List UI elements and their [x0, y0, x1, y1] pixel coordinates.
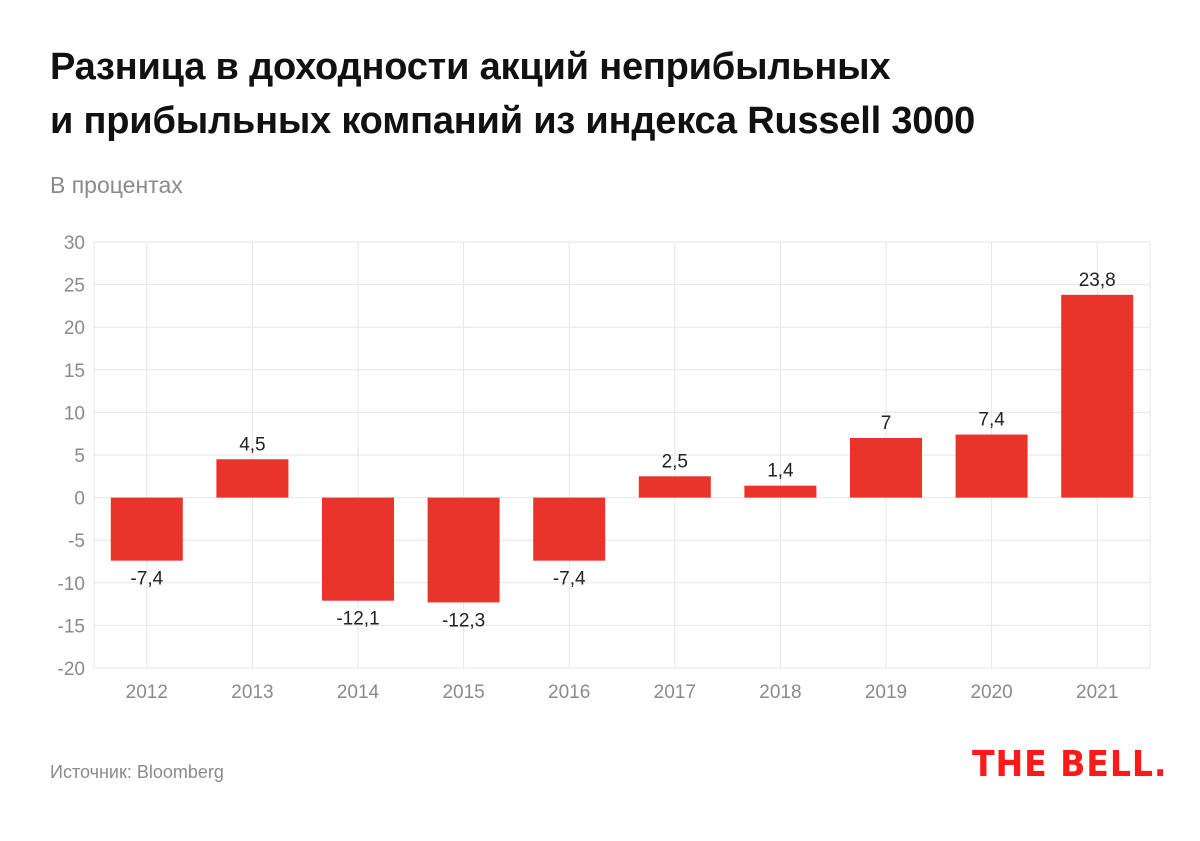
data-label-2013: 4,5 — [239, 434, 265, 455]
title-line-1: Разница в доходности акций неприбыльных — [50, 46, 891, 88]
data-label-2016: -7,4 — [553, 569, 586, 590]
y-tick-label: -10 — [58, 574, 85, 595]
data-label-2012: -7,4 — [130, 569, 163, 590]
bar-2018 — [744, 485, 817, 498]
x-tick-label: 2017 — [654, 682, 696, 703]
chart-title: Разница в доходности акций неприбыльных … — [50, 40, 975, 148]
bar-2013 — [216, 459, 289, 498]
x-tick-label: 2012 — [126, 682, 168, 703]
y-tick-label: 20 — [64, 318, 85, 339]
x-tick-label: 2021 — [1076, 682, 1118, 703]
bar-2021 — [1061, 294, 1134, 498]
bar-2020 — [955, 434, 1028, 498]
bar-2015 — [427, 497, 500, 603]
y-tick-label: -5 — [68, 531, 85, 552]
y-tick-label: -20 — [58, 659, 85, 680]
y-tick-label: 5 — [74, 446, 85, 467]
chart-subtitle: В процентах — [50, 172, 183, 198]
y-tick-label: -15 — [58, 616, 85, 637]
data-label-2017: 2,5 — [662, 451, 688, 472]
x-tick-label: 2019 — [865, 682, 907, 703]
bar-2017 — [638, 476, 711, 498]
y-tick-label: 15 — [64, 361, 85, 382]
y-tick-label: 0 — [74, 489, 85, 510]
data-label-2019: 7 — [881, 413, 892, 434]
bar-2014 — [322, 497, 394, 601]
title-line-2: и прибыльных компаний из индекса Russell… — [50, 100, 976, 142]
x-tick-label: 2020 — [970, 682, 1012, 703]
bar-2019 — [850, 437, 922, 498]
x-tick-label: 2014 — [337, 682, 380, 703]
the-bell-logo: THE BELL. — [972, 744, 1168, 785]
x-tick-label: 2016 — [548, 682, 590, 703]
y-tick-label: 10 — [64, 403, 85, 424]
data-label-2020: 7,4 — [978, 410, 1005, 431]
x-tick-label: 2018 — [759, 682, 801, 703]
data-label-2021: 23,8 — [1079, 270, 1116, 291]
data-label-2015: -12,3 — [442, 610, 485, 631]
data-label-2018: 1,4 — [767, 461, 794, 482]
y-tick-label: 25 — [64, 276, 85, 297]
bar-2016 — [533, 497, 606, 561]
data-label-2014: -12,1 — [336, 609, 379, 630]
source-note: Источник: Bloomberg — [50, 762, 224, 782]
x-tick-label: 2015 — [442, 682, 484, 703]
bar-2012 — [110, 497, 183, 561]
x-tick-label: 2013 — [231, 682, 273, 703]
y-tick-label: 30 — [64, 233, 85, 254]
